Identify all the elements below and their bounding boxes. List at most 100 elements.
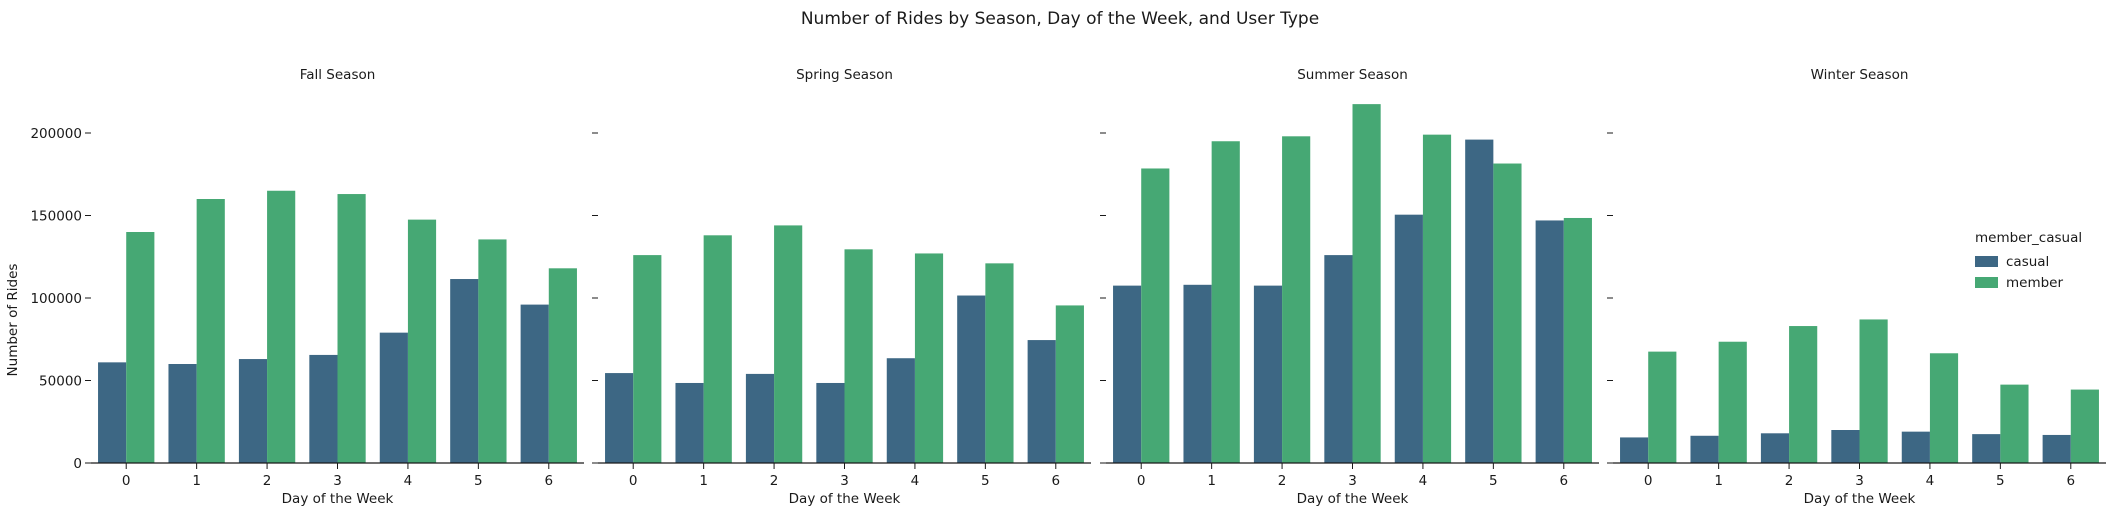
x-tick-label: 6: [1051, 473, 1060, 489]
x-tick-label: 3: [840, 473, 849, 489]
x-axis-label: Day of the Week: [1804, 491, 1916, 507]
bar-member-day-3: [1859, 319, 1888, 463]
x-tick-label: 2: [1278, 473, 1287, 489]
x-tick-label: 1: [1714, 473, 1723, 489]
x-tick-label: 0: [1644, 473, 1653, 489]
chart-panels: Fall Season 0 50000 100000 150000 200000 0 1 2 3 4…: [30, 67, 2106, 507]
x-axis-label: Day of the Week: [1297, 491, 1409, 507]
bar-casual-day-3: [309, 354, 338, 463]
bar-member-day-2: [1789, 326, 1818, 463]
bar-member-day-2: [267, 190, 296, 463]
x-tick-label: 5: [1489, 473, 1498, 489]
bar-member-day-6: [1055, 305, 1084, 463]
bar-casual-day-6: [1027, 340, 1056, 463]
x-tick-label: 1: [1207, 473, 1216, 489]
bar-member-day-4: [1422, 134, 1452, 463]
x-tick-label: 5: [981, 473, 990, 489]
figure-title: Number of Rides by Season, Day of the We…: [801, 9, 1319, 29]
bar-casual-day-1: [168, 364, 197, 463]
bar-casual-day-5: [450, 279, 479, 463]
bar-member-day-2: [1282, 136, 1311, 464]
bar-member-day-5: [1493, 163, 1522, 463]
bar-member-day-5: [985, 263, 1014, 463]
bar-member-day-1: [703, 235, 732, 463]
legend-swatch-casual: [1975, 256, 1998, 267]
bar-casual-day-4: [1394, 214, 1423, 463]
x-axis-label: Day of the Week: [789, 491, 901, 507]
bar-member-day-0: [1141, 168, 1170, 463]
x-tick-label: 3: [333, 473, 342, 489]
bar-member-day-1: [1718, 341, 1747, 463]
panel-2: Summer Season 0 1 2 3 4 5 6 Day of the Week: [1100, 67, 1599, 507]
x-tick-label: 0: [1137, 473, 1146, 489]
bar-member-day-5: [2000, 384, 2029, 463]
bar-casual-day-2: [1760, 433, 1790, 463]
bar-member-day-4: [914, 253, 944, 463]
x-axis-label: Day of the Week: [282, 491, 394, 507]
panel-1: Spring Season 0 1 2 3 4 5 6 Day of the Week: [592, 67, 1091, 507]
bar-member-day-0: [633, 255, 662, 463]
panel-title: Summer Season: [1297, 67, 1408, 83]
bar-casual-day-4: [379, 332, 408, 463]
bar-member-day-5: [478, 239, 507, 463]
bar-member-day-6: [1563, 217, 1592, 463]
bar-member-day-1: [196, 199, 225, 463]
bar-member-day-2: [774, 225, 803, 463]
x-tick-label: 6: [2066, 473, 2075, 489]
x-tick-label: 3: [1855, 473, 1864, 489]
bar-casual-day-5: [957, 295, 986, 463]
x-tick-label: 2: [1785, 473, 1794, 489]
legend-label-casual: casual: [2006, 254, 2049, 270]
x-tick-label: 4: [1926, 473, 1935, 489]
x-tick-label: 5: [1996, 473, 2005, 489]
bar-casual-day-3: [816, 382, 845, 463]
y-axis-label: Number of Rides: [5, 264, 21, 377]
bar-casual-day-5: [1465, 139, 1494, 463]
bar-member-day-1: [1211, 141, 1240, 463]
bar-casual-day-4: [1901, 431, 1930, 463]
bar-member-day-3: [1352, 104, 1381, 463]
bar-casual-day-6: [520, 304, 549, 463]
y-tick-label: 200000: [30, 126, 82, 142]
legend: member_casual casual member: [1975, 230, 2082, 291]
x-tick-label: 1: [699, 473, 708, 489]
bar-casual-day-0: [605, 373, 634, 463]
bar-casual-day-3: [1324, 255, 1353, 463]
x-tick-label: 5: [474, 473, 483, 489]
bar-member-day-6: [548, 268, 577, 463]
bar-casual-day-0: [98, 362, 127, 463]
bar-casual-day-6: [1535, 220, 1564, 463]
bar-casual-day-6: [2042, 434, 2071, 463]
x-tick-label: 2: [770, 473, 779, 489]
bar-member-day-6: [2070, 389, 2099, 463]
bar-casual-day-0: [1620, 437, 1649, 463]
panel-title: Winter Season: [1811, 67, 1909, 83]
x-tick-label: 0: [122, 473, 131, 489]
y-tick-label: 0: [73, 456, 82, 472]
bar-casual-day-3: [1831, 430, 1860, 463]
bar-casual-day-2: [238, 359, 268, 463]
x-tick-label: 6: [544, 473, 553, 489]
bar-casual-day-1: [1183, 284, 1212, 463]
bar-member-day-3: [337, 194, 366, 464]
bar-casual-day-2: [1253, 285, 1283, 463]
bar-member-day-4: [1929, 353, 1959, 463]
bar-member-day-4: [407, 219, 437, 463]
x-tick-label: 4: [404, 473, 413, 489]
panel-title: Fall Season: [300, 67, 376, 83]
bar-casual-day-2: [745, 373, 775, 463]
x-tick-label: 1: [192, 473, 201, 489]
x-tick-label: 3: [1348, 473, 1357, 489]
bar-casual-day-5: [1972, 434, 2001, 463]
legend-label-member: member: [2006, 275, 2063, 291]
y-tick-label: 50000: [39, 374, 82, 390]
bar-casual-day-1: [675, 382, 704, 463]
y-tick-label: 150000: [30, 209, 82, 225]
legend-swatch-member: [1975, 277, 1998, 288]
bar-member-day-0: [1648, 351, 1677, 463]
x-tick-label: 2: [263, 473, 272, 489]
bar-member-day-0: [126, 232, 155, 463]
panel-0: Fall Season 0 50000 100000 150000 200000 0 1 2 3 4…: [30, 67, 584, 507]
bar-casual-day-4: [886, 358, 915, 463]
